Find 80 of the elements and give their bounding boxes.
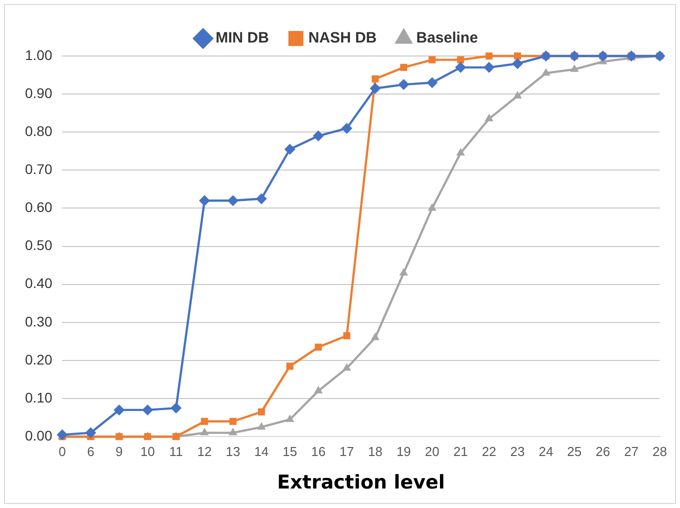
legend-label: Baseline bbox=[416, 30, 478, 47]
point bbox=[343, 332, 350, 340]
point bbox=[486, 52, 493, 60]
point bbox=[370, 82, 381, 94]
point bbox=[286, 362, 294, 370]
x-tick-label: 10 bbox=[140, 444, 155, 459]
point bbox=[399, 268, 408, 276]
x-tick-label: 22 bbox=[482, 444, 496, 459]
y-tick-label: 0.70 bbox=[25, 161, 52, 178]
point bbox=[200, 418, 208, 425]
y-tick-label: 0.50 bbox=[25, 237, 52, 254]
point bbox=[170, 402, 182, 414]
point bbox=[200, 428, 209, 436]
point bbox=[256, 193, 267, 204]
x-tick-label: 18 bbox=[368, 444, 382, 459]
point bbox=[426, 77, 438, 88]
x-tick-label: 24 bbox=[538, 444, 554, 459]
point bbox=[513, 90, 522, 98]
x-tick-label: 12 bbox=[197, 444, 212, 459]
point bbox=[428, 203, 436, 211]
point bbox=[484, 114, 494, 122]
point bbox=[372, 75, 379, 82]
y-tick-label: 0.00 bbox=[25, 427, 52, 444]
x-tick-label: 20 bbox=[424, 444, 440, 459]
x-tick-label: 28 bbox=[652, 444, 668, 459]
x-tick-label: 23 bbox=[510, 444, 525, 459]
point bbox=[484, 62, 495, 73]
point bbox=[85, 427, 96, 438]
y-tick-label: 0.80 bbox=[25, 122, 52, 139]
x-tick-label: 17 bbox=[340, 444, 354, 459]
point bbox=[455, 62, 466, 73]
point bbox=[199, 195, 210, 206]
x-tick-label: 6 bbox=[87, 444, 94, 459]
legend-label: MIN DB bbox=[216, 30, 270, 47]
y-tick-label: 0.30 bbox=[25, 313, 52, 330]
point bbox=[314, 344, 322, 351]
point bbox=[542, 68, 550, 76]
point bbox=[314, 386, 323, 394]
x-tick-label: 21 bbox=[453, 444, 468, 459]
point bbox=[570, 64, 579, 72]
point bbox=[514, 52, 522, 60]
point bbox=[312, 130, 324, 142]
x-tick-label: 15 bbox=[282, 444, 298, 459]
x-tick-label: 19 bbox=[396, 444, 411, 459]
x-tick-label: 0 bbox=[58, 444, 66, 459]
point bbox=[56, 429, 68, 440]
point bbox=[400, 64, 408, 71]
point bbox=[227, 195, 238, 206]
x-axis-title: Extraction level bbox=[277, 472, 445, 494]
point bbox=[286, 414, 294, 422]
point bbox=[398, 79, 410, 90]
y-tick-label: 0.60 bbox=[25, 199, 52, 216]
point bbox=[341, 122, 352, 134]
x-tick-label: 27 bbox=[624, 444, 639, 459]
point bbox=[428, 56, 436, 64]
y-tick-label: 0.40 bbox=[25, 275, 52, 292]
point bbox=[512, 58, 524, 70]
y-tick-label: 0.10 bbox=[25, 389, 52, 406]
point bbox=[142, 404, 154, 416]
x-tick-label: 26 bbox=[596, 444, 610, 459]
point bbox=[284, 144, 296, 155]
point bbox=[342, 363, 352, 371]
y-tick-label: 0.90 bbox=[25, 84, 52, 101]
point bbox=[229, 418, 237, 425]
point bbox=[228, 428, 238, 436]
x-tick-label: 14 bbox=[254, 444, 269, 459]
x-tick-label: 16 bbox=[311, 444, 326, 459]
point bbox=[457, 56, 464, 64]
point bbox=[257, 422, 266, 430]
point bbox=[370, 332, 380, 340]
point bbox=[258, 408, 265, 416]
y-tick-label: 0.20 bbox=[25, 351, 52, 368]
x-tick-label: 13 bbox=[226, 444, 240, 459]
x-tick-label: 9 bbox=[116, 444, 123, 459]
legend-label: NASH DB bbox=[308, 30, 377, 47]
point bbox=[114, 404, 125, 416]
x-tick-label: 25 bbox=[567, 444, 582, 459]
y-tick-label: 1.00 bbox=[25, 46, 52, 63]
x-tick-label: 11 bbox=[169, 444, 183, 459]
point bbox=[456, 148, 465, 156]
